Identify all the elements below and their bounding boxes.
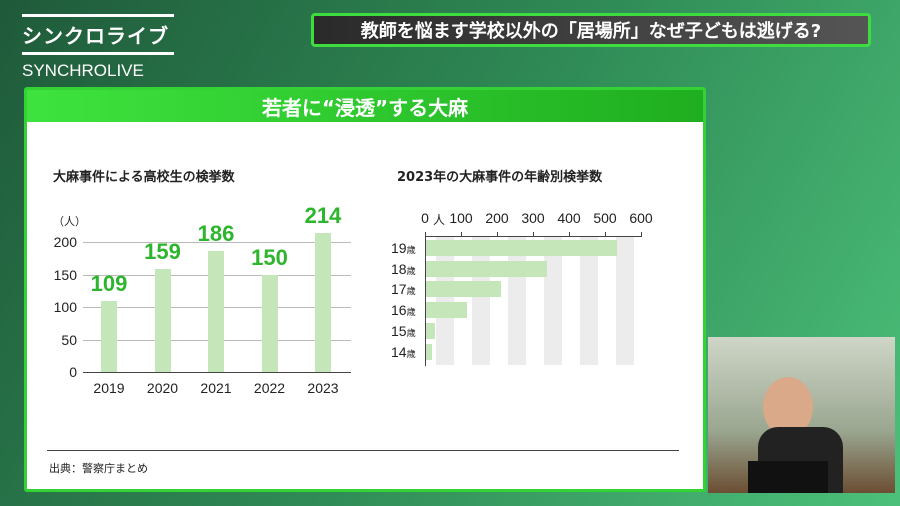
x-tick: 300 <box>521 210 545 226</box>
x-tick: 2021 <box>200 380 232 396</box>
tick-mark <box>605 232 606 237</box>
age-label: 18歳 <box>391 260 416 277</box>
video-feed <box>708 337 895 493</box>
logo: シンクロライブ SYNCHROLIVE <box>22 12 174 81</box>
bar-age-14 <box>426 343 432 360</box>
age-unit: 歳 <box>406 265 416 276</box>
bar-age-18 <box>426 260 548 277</box>
bar-age-17 <box>426 281 501 298</box>
bar-value: 109 <box>90 271 128 297</box>
bar-2023 <box>315 232 331 372</box>
logo-en: SYNCHROLIVE <box>22 61 144 80</box>
x-tick: 2019 <box>93 380 125 396</box>
card-title: 若者に“浸透”する大麻 <box>27 90 703 122</box>
grid-band <box>616 237 634 365</box>
bar-age-15 <box>426 322 435 339</box>
chart-title: 大麻事件による高校生の検挙数 <box>53 170 235 185</box>
grid-band <box>472 237 490 365</box>
age-label: 19歳 <box>391 240 416 256</box>
y-unit: （人） <box>53 216 86 228</box>
bar-age-19 <box>426 240 617 256</box>
gridline <box>83 372 351 373</box>
bar-2021 <box>208 251 224 372</box>
tick-mark <box>533 232 534 237</box>
age-unit: 歳 <box>406 286 416 297</box>
grid-band <box>508 237 526 365</box>
chart-title: 2023年の大麻事件の年齢別検挙数 <box>397 170 603 185</box>
age-unit: 歳 <box>406 327 416 338</box>
x-tick: 200 <box>485 210 509 226</box>
age-label: 16歳 <box>391 302 416 319</box>
divider <box>47 450 679 451</box>
info-card: 若者に“浸透”する大麻 大麻事件による高校生の検挙数 （人） 0 50 100 150 20… <box>24 87 706 492</box>
y-tick: 200 <box>53 234 77 250</box>
bar-2022 <box>261 274 278 372</box>
x-tick: 2023 <box>307 380 339 396</box>
x-tick: 0 <box>421 210 429 226</box>
x-unit: 人 <box>433 213 446 227</box>
age-label: 15歳 <box>391 322 416 339</box>
y-tick: 150 <box>53 266 77 283</box>
y-tick: 50 <box>61 331 77 348</box>
x-tick: 2020 <box>146 380 179 396</box>
grid-band <box>580 237 598 365</box>
x-tick: 100 <box>449 210 473 226</box>
headline: 教師を悩ます学校以外の「居場所」なぜ子どもは逃げる? <box>311 13 871 47</box>
age-label: 17歳 <box>391 281 416 298</box>
age-unit: 歳 <box>406 348 416 359</box>
tick-mark <box>641 232 642 237</box>
age-unit: 歳 <box>406 307 416 318</box>
bar-value: 214 <box>304 202 342 228</box>
laptop <box>748 461 828 493</box>
bar-age-16 <box>426 302 468 319</box>
bar-value: 186 <box>197 221 235 247</box>
bar-2020 <box>154 268 171 372</box>
x-tick: 400 <box>557 210 581 226</box>
x-tick: 2022 <box>253 380 286 396</box>
bar-2019 <box>101 301 117 372</box>
grid-band <box>544 237 562 365</box>
y-axis <box>425 236 426 366</box>
gridline <box>83 242 351 243</box>
source: 出典：警察庁まとめ <box>49 463 148 475</box>
x-tick: 600 <box>629 210 653 226</box>
age-unit: 歳 <box>406 245 416 255</box>
age-label: 14歳 <box>391 343 416 360</box>
y-tick: 0 <box>69 364 77 380</box>
tick-mark <box>497 232 498 237</box>
tick-mark <box>461 232 462 237</box>
bar-value: 159 <box>144 238 181 264</box>
grid-band <box>436 237 454 365</box>
x-axis <box>425 236 641 237</box>
tick-mark <box>569 232 570 237</box>
y-tick: 100 <box>53 299 77 315</box>
logo-jp: シンクロライブ <box>22 24 169 48</box>
bar-value: 150 <box>251 244 288 270</box>
x-tick: 500 <box>593 210 617 226</box>
tick-mark <box>425 232 426 237</box>
